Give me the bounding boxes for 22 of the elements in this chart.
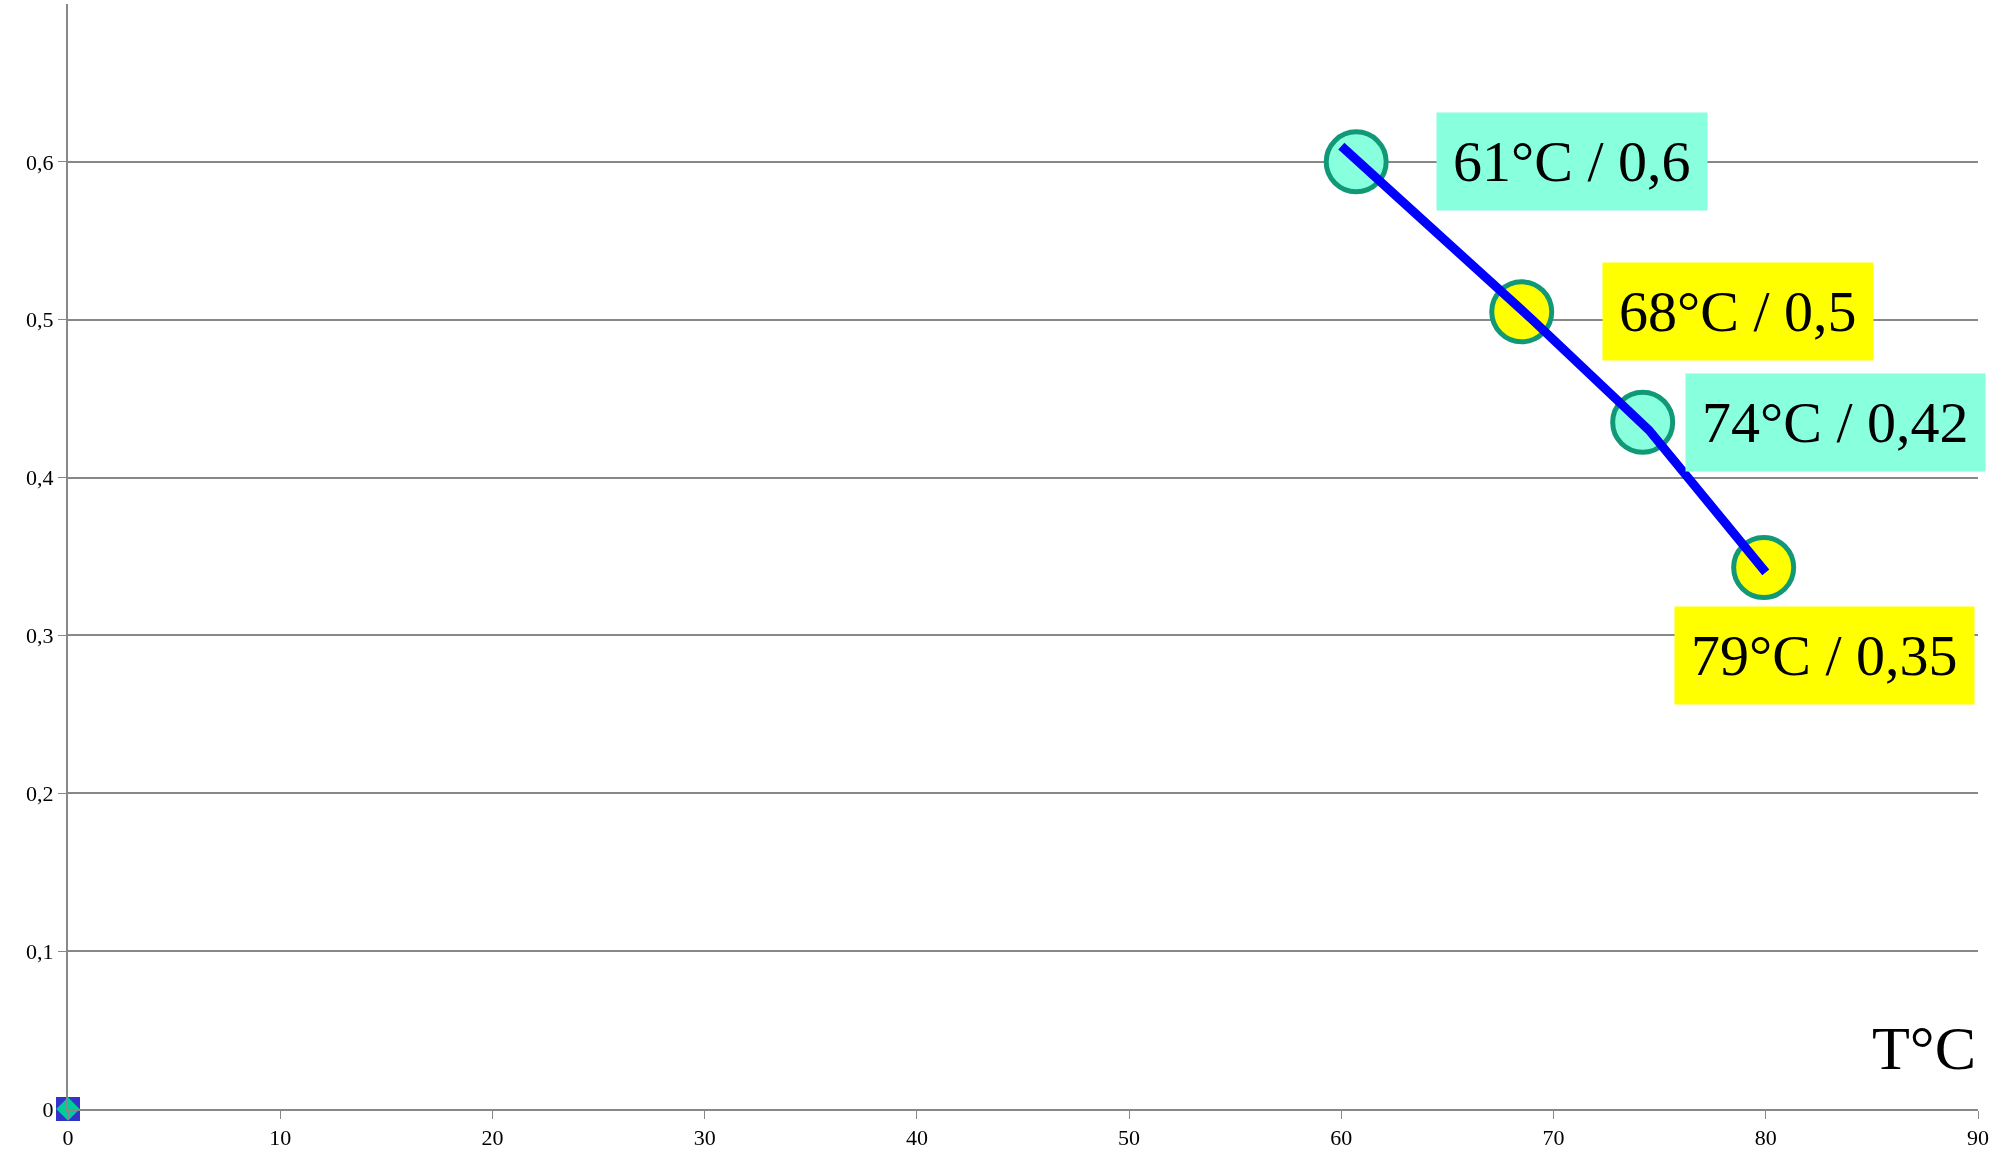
y-tick-label: 0,1 xyxy=(26,938,54,964)
annotation: 61°C / 0,6 xyxy=(1453,129,1691,194)
x-tick-label: 50 xyxy=(1118,1125,1141,1151)
x-axis-title: T°C xyxy=(1872,1014,1977,1082)
y-tick-label: 0,5 xyxy=(26,307,54,333)
y-tick-label: 0,2 xyxy=(26,780,54,806)
annotation: 74°C / 0,42 xyxy=(1702,390,1969,455)
x-tick-label: 0 xyxy=(62,1125,74,1151)
x-tick-label: 90 xyxy=(1967,1125,1989,1151)
x-tick-label: 80 xyxy=(1754,1125,1777,1151)
x-tick-label: 60 xyxy=(1330,1125,1353,1151)
y-tick-label: 0,4 xyxy=(26,465,54,491)
x-tick-label: 40 xyxy=(905,1125,928,1151)
y-tick-label: 0,3 xyxy=(26,623,54,649)
x-tick-label: 30 xyxy=(693,1125,716,1151)
y-tick-label: 0 xyxy=(42,1096,54,1122)
annotation: 68°C / 0,5 xyxy=(1619,279,1857,344)
x-tick-label: 20 xyxy=(481,1125,504,1151)
annotation: 79°C / 0,35 xyxy=(1691,623,1958,688)
y-tick-label: 0,6 xyxy=(26,149,54,175)
x-tick-label: 70 xyxy=(1542,1125,1565,1151)
x-tick-label: 10 xyxy=(269,1125,292,1151)
